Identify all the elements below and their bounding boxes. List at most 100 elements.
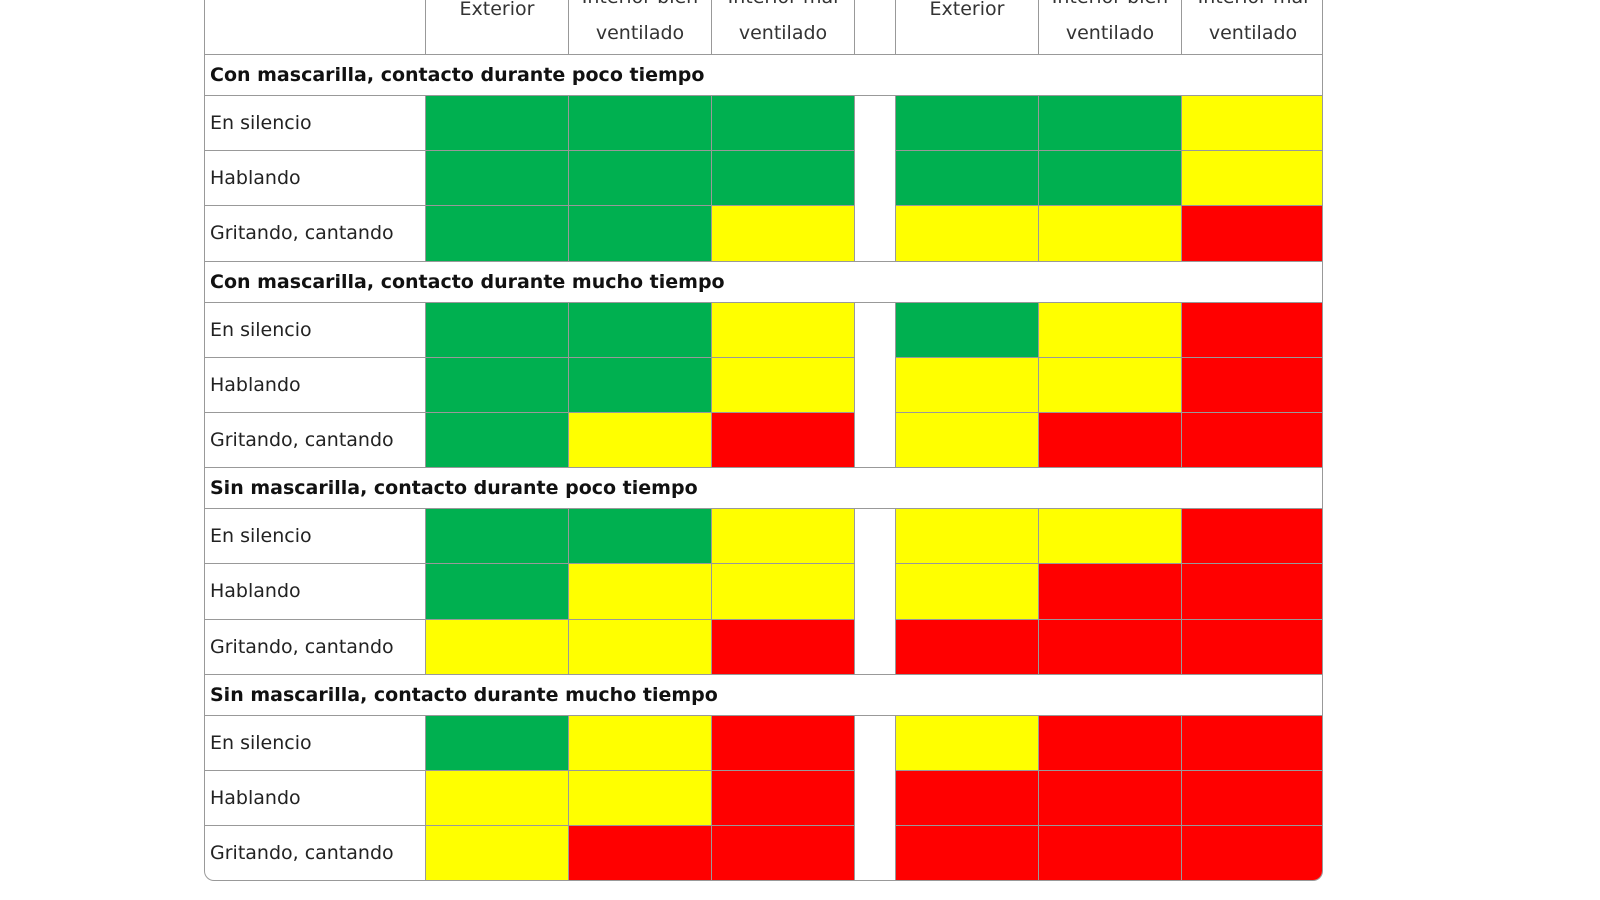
risk-cell (712, 151, 855, 207)
risk-cell (1182, 302, 1322, 358)
row-label: En silencio (205, 715, 426, 771)
risk-cell (426, 357, 569, 413)
risk-cell (1182, 771, 1322, 827)
risk-cell (426, 619, 569, 675)
risk-cell (1182, 564, 1322, 620)
column-header: Exterior (426, 0, 569, 55)
row-label: Gritando, cantando (205, 826, 426, 880)
risk-cell (896, 96, 1039, 152)
column-header-line: ventilado (595, 22, 685, 44)
risk-cell (1182, 413, 1322, 469)
column-header: Exterior (896, 0, 1039, 55)
risk-cell (569, 151, 712, 207)
risk-cell (896, 826, 1039, 880)
risk-table: ExteriorInterior bienventiladoInterior m… (204, 0, 1323, 881)
risk-cell (896, 715, 1039, 771)
risk-cell (712, 715, 855, 771)
column-gap (855, 96, 896, 262)
column-header-line: Exterior (929, 0, 1005, 20)
risk-cell (426, 302, 569, 358)
risk-cell (426, 151, 569, 207)
column-header: Interior bien ventilado (569, 0, 712, 55)
risk-cell (569, 206, 712, 262)
row-label: En silencio (205, 302, 426, 358)
header-gap (855, 0, 896, 55)
row-label: En silencio (205, 96, 426, 152)
section-title: Con mascarilla, contacto durante poco ti… (205, 55, 1322, 96)
row-label: Gritando, cantando (205, 619, 426, 675)
risk-cell (712, 413, 855, 469)
row-label: Hablando (205, 564, 426, 620)
risk-cell (712, 206, 855, 262)
risk-cell (712, 96, 855, 152)
risk-cell (569, 357, 712, 413)
risk-cell (569, 509, 712, 565)
risk-cell (712, 357, 855, 413)
column-gap (855, 509, 896, 675)
risk-cell (569, 96, 712, 152)
risk-cell (1039, 509, 1182, 565)
column-header-line: ventilado (738, 22, 828, 44)
risk-cell (896, 302, 1039, 358)
column-header-line: Interior mal (1182, 0, 1322, 8)
column-gap (855, 302, 896, 469)
risk-cell (896, 206, 1039, 262)
risk-cell (569, 826, 712, 880)
risk-cell (896, 619, 1039, 675)
column-header-line: ventilado (1208, 22, 1298, 44)
risk-cell (569, 715, 712, 771)
risk-cell (896, 771, 1039, 827)
risk-cell (1182, 206, 1322, 262)
column-header: Interior mal ventilado (712, 0, 855, 55)
risk-cell (712, 619, 855, 675)
risk-cell (1039, 206, 1182, 262)
column-header-line: Exterior (459, 0, 535, 20)
risk-cell (1039, 564, 1182, 620)
row-label: En silencio (205, 509, 426, 565)
risk-cell (1182, 357, 1322, 413)
risk-cell (426, 509, 569, 565)
row-label: Hablando (205, 151, 426, 207)
risk-cell (1182, 715, 1322, 771)
risk-cell (896, 357, 1039, 413)
column-header-line: Interior bien (1039, 0, 1181, 8)
risk-cell (569, 619, 712, 675)
row-label: Hablando (205, 771, 426, 827)
risk-cell (1039, 96, 1182, 152)
column-header: Interior bien ventilado (1039, 0, 1182, 55)
risk-cell (426, 715, 569, 771)
column-header-line: Interior bien (569, 0, 711, 8)
section-title: Con mascarilla, contacto durante mucho t… (205, 262, 1322, 303)
risk-cell (569, 771, 712, 827)
section-title: Sin mascarilla, contacto durante mucho t… (205, 675, 1322, 716)
risk-cell (1182, 826, 1322, 880)
risk-cell (569, 413, 712, 469)
risk-cell (896, 151, 1039, 207)
risk-cell (1039, 826, 1182, 880)
risk-cell (1182, 151, 1322, 207)
risk-cell (1039, 771, 1182, 827)
risk-cell (896, 413, 1039, 469)
risk-cell (1182, 96, 1322, 152)
risk-cell (1182, 619, 1322, 675)
risk-cell (712, 509, 855, 565)
risk-cell (426, 206, 569, 262)
risk-cell (896, 509, 1039, 565)
section-title: Sin mascarilla, contacto durante poco ti… (205, 468, 1322, 510)
risk-cell (712, 771, 855, 827)
risk-cell (569, 302, 712, 358)
risk-cell (1039, 715, 1182, 771)
risk-cell (1039, 413, 1182, 469)
column-header: Interior mal ventilado (1182, 0, 1322, 55)
risk-cell (1039, 302, 1182, 358)
row-label: Hablando (205, 357, 426, 413)
risk-cell (426, 826, 569, 880)
risk-cell (1039, 151, 1182, 207)
row-label: Gritando, cantando (205, 413, 426, 469)
risk-cell (1039, 357, 1182, 413)
column-header-line: ventilado (1065, 22, 1155, 44)
column-gap (855, 715, 896, 880)
risk-cell (426, 413, 569, 469)
risk-cell (712, 826, 855, 880)
